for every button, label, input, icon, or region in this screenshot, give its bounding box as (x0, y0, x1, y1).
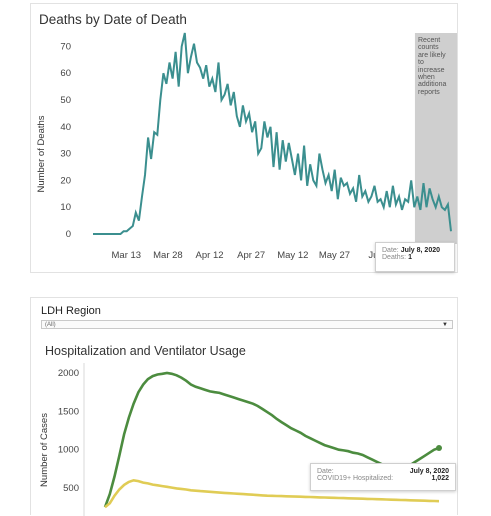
tooltip-date-value: July 8, 2020 (409, 468, 449, 475)
deaths-panel: Deaths by Date of Death Number of Deaths… (30, 3, 458, 273)
y-tick-label: 50 (60, 95, 71, 106)
tooltip-date-label: Date: (382, 247, 399, 254)
region-filter-label: LDH Region (41, 305, 101, 317)
y-tick-label: 1500 (58, 406, 79, 417)
tooltip-value-label: COVID19+ Hospitalized: (317, 475, 394, 482)
ventilator-series-line (104, 478, 440, 509)
y-tick-label: 500 (63, 483, 79, 494)
y-tick-label: 70 (60, 41, 71, 52)
y-tick-label: 30 (60, 149, 71, 160)
y-tick-label: 0 (66, 229, 71, 240)
hosp-y-axis-title: Number of Cases (39, 413, 50, 487)
deaths-series-line (93, 32, 452, 235)
y-tick-label: 1000 (58, 445, 79, 456)
deaths-tooltip: Date: July 8, 2020 Deaths: 1 (375, 242, 455, 272)
x-tick-label: May 12 (277, 250, 308, 261)
deaths-chart-title: Deaths by Date of Death (39, 12, 187, 27)
y-tick-label: 10 (60, 202, 71, 213)
note-line: increase (418, 66, 445, 74)
deaths-y-axis-title: Number of Deaths (36, 115, 47, 192)
tooltip-value: 1,022 (431, 475, 449, 482)
tooltip-value-label: Deaths: (382, 254, 407, 261)
tooltip-value: 1 (408, 254, 412, 261)
x-tick-label: Mar 13 (112, 250, 142, 261)
note-line: to (418, 59, 424, 67)
note-line: additiona (418, 81, 447, 89)
hospitalization-chart[interactable]: Number of Cases 500 1000 1500 2000 (31, 298, 459, 516)
hospitalization-panel: LDH Region (All) ▼ Hospitalization and V… (30, 297, 459, 516)
region-select-value: (All) (45, 322, 56, 328)
x-tick-label: Mar 28 (153, 250, 183, 261)
hospitalization-chart-title: Hospitalization and Ventilator Usage (45, 344, 246, 358)
hospitalized-last-point[interactable] (436, 444, 442, 451)
y-tick-label: 20 (60, 175, 71, 186)
y-tick-label: 40 (60, 122, 71, 133)
deaths-chart[interactable]: Number of Deaths 0 10 20 30 40 50 60 70 Mar 13 M… (31, 4, 459, 274)
note-line: reports (418, 88, 440, 96)
note-line: when (418, 74, 435, 82)
tooltip-date-value: July 8, 2020 (400, 247, 440, 254)
chevron-down-icon: ▼ (442, 322, 448, 328)
note-line: counts (418, 44, 439, 52)
tooltip-date-label: Date: (317, 468, 334, 475)
note-line: Recent (418, 37, 441, 44)
y-tick-label: 2000 (58, 368, 79, 379)
x-tick-label: May 27 (319, 250, 350, 261)
note-line: are likely (418, 51, 446, 59)
x-tick-label: Apr 27 (237, 250, 265, 261)
y-tick-label: 60 (60, 68, 71, 79)
x-tick-label: Apr 12 (196, 250, 224, 261)
recent-counts-note: Recent counts are likely to increase whe… (418, 37, 446, 96)
hosp-tooltip: Date: July 8, 2020 COVID19+ Hospitalized:… (310, 463, 456, 491)
region-select[interactable]: (All) ▼ (41, 320, 453, 329)
